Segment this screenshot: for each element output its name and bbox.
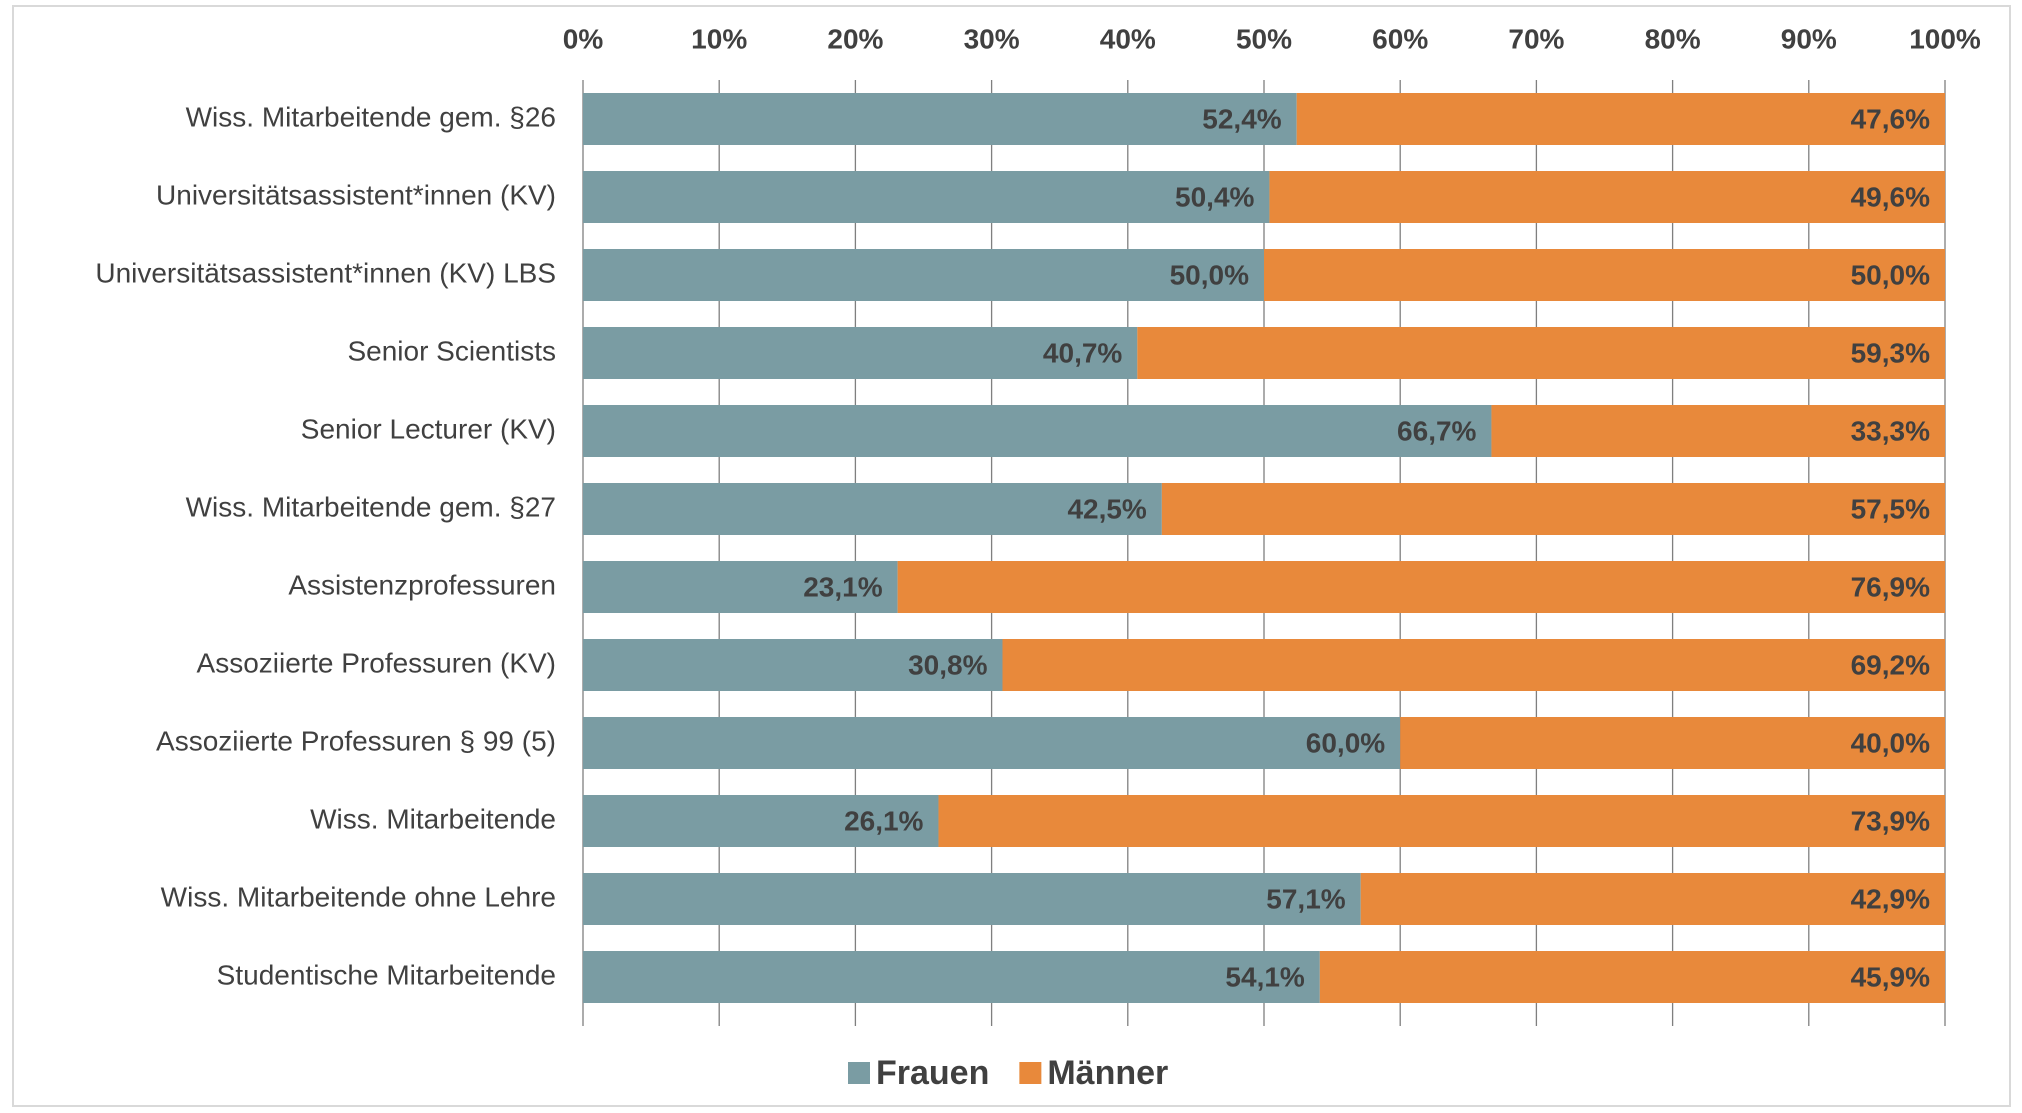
bar-segment [897, 561, 1945, 613]
bar-segment [583, 795, 939, 847]
value-label: 40,7% [1043, 337, 1122, 368]
legend-label: Frauen [876, 1054, 989, 1092]
bar-segment [583, 717, 1401, 769]
value-label: 33,3% [1851, 415, 1930, 446]
y-tick-label: Assoziierte Professuren § 99 (5) [156, 725, 556, 756]
x-tick-label: 10% [691, 23, 747, 54]
value-label: 40,0% [1851, 727, 1930, 758]
bar-segment [583, 639, 1003, 691]
y-tick-label: Wiss. Mitarbeitende gem. §27 [186, 491, 556, 522]
y-tick-label: Senior Lecturer (KV) [301, 413, 556, 444]
bar-segment [1319, 951, 1945, 1003]
bar-segment [583, 327, 1138, 379]
y-tick-label: Senior Scientists [347, 335, 556, 366]
bar-segment [1137, 327, 1945, 379]
value-label: 57,5% [1851, 493, 1930, 524]
value-label: 45,9% [1851, 961, 1930, 992]
value-label: 73,9% [1851, 805, 1930, 836]
x-tick-label: 90% [1781, 23, 1837, 54]
x-tick-label: 0% [563, 23, 604, 54]
y-tick-label: Wiss. Mitarbeitende ohne Lehre [161, 881, 556, 912]
x-tick-label: 80% [1645, 23, 1701, 54]
value-label: 69,2% [1851, 649, 1930, 680]
bar-segment [1002, 639, 1945, 691]
x-tick-label: 40% [1100, 23, 1156, 54]
y-tick-label: Universitätsassistent*innen (KV) [156, 179, 556, 210]
bar-segment [1264, 249, 1945, 301]
bar-segment [1296, 93, 1945, 145]
bar-segment [583, 405, 1492, 457]
x-tick-label: 20% [827, 23, 883, 54]
bar-segment [583, 171, 1270, 223]
bar-segment [1161, 483, 1945, 535]
value-label: 26,1% [844, 805, 923, 836]
value-label: 49,6% [1851, 181, 1930, 212]
value-label: 57,1% [1266, 883, 1345, 914]
x-tick-label: 70% [1508, 23, 1564, 54]
value-label: 42,5% [1067, 493, 1146, 524]
bar-segment [1400, 717, 1945, 769]
value-label: 66,7% [1397, 415, 1476, 446]
value-label: 47,6% [1851, 103, 1930, 134]
value-label: 42,9% [1851, 883, 1930, 914]
y-tick-label: Assistenzprofessuren [288, 569, 556, 600]
bar-segment [583, 561, 898, 613]
y-tick-label: Wiss. Mitarbeitende [310, 803, 556, 834]
value-label: 60,0% [1306, 727, 1385, 758]
bar-segment [1360, 873, 1945, 925]
value-label: 50,0% [1851, 259, 1930, 290]
bar-segment [938, 795, 1945, 847]
value-label: 23,1% [803, 571, 882, 602]
bar-segment [583, 93, 1297, 145]
legend-swatch [1019, 1062, 1042, 1084]
x-tick-label: 100% [1909, 23, 1981, 54]
value-label: 30,8% [908, 649, 987, 680]
x-tick-label: 30% [964, 23, 1020, 54]
y-tick-label: Wiss. Mitarbeitende gem. §26 [186, 101, 556, 132]
legend-label: Männer [1047, 1054, 1168, 1092]
bar-segment [583, 951, 1320, 1003]
value-label: 76,9% [1851, 571, 1930, 602]
bar-segment [583, 249, 1264, 301]
x-tick-label: 50% [1236, 23, 1292, 54]
bar-segment [1491, 405, 1945, 457]
bar-segment [1269, 171, 1945, 223]
bar-segment [583, 483, 1162, 535]
x-tick-label: 60% [1372, 23, 1428, 54]
value-label: 50,4% [1175, 181, 1254, 212]
y-tick-label: Universitätsassistent*innen (KV) LBS [95, 257, 556, 288]
bar-segment [583, 873, 1361, 925]
y-tick-label: Assoziierte Professuren (KV) [197, 647, 556, 678]
value-label: 59,3% [1851, 337, 1930, 368]
value-label: 52,4% [1202, 103, 1281, 134]
y-tick-label: Studentische Mitarbeitende [217, 959, 556, 990]
value-label: 54,1% [1225, 961, 1304, 992]
legend-swatch [848, 1062, 870, 1084]
value-label: 50,0% [1170, 259, 1249, 290]
